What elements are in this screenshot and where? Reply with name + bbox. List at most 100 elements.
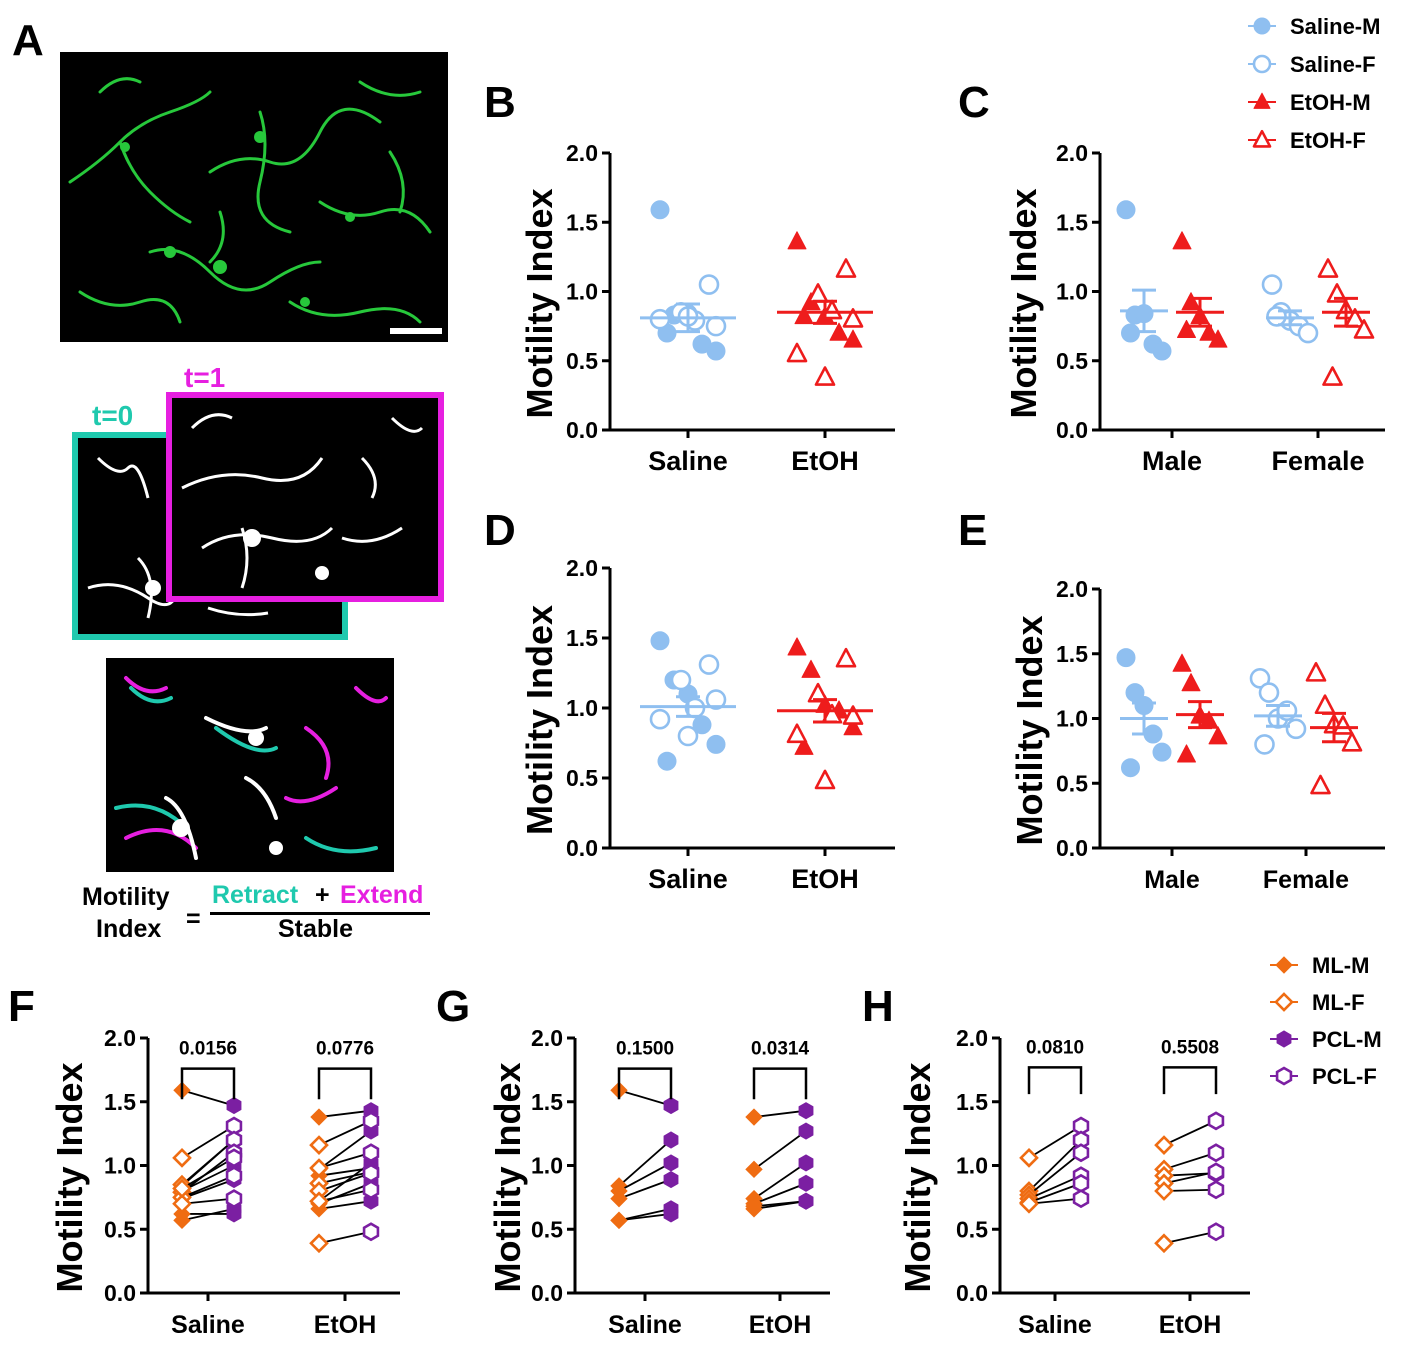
x-tick-label: Saline <box>1018 1311 1092 1339</box>
y-tick-label: 0.5 <box>1056 348 1088 374</box>
pair-line <box>618 1089 672 1107</box>
legend-marker <box>1252 54 1272 74</box>
pair-line <box>1163 1151 1217 1171</box>
pcl-point <box>798 1102 814 1120</box>
pair-line <box>1028 1152 1082 1196</box>
significance-bracket <box>317 1067 373 1100</box>
y-tick-label: 0.0 <box>1056 417 1088 443</box>
y-tick-label: 2.0 <box>566 140 598 166</box>
pair-line <box>618 1139 672 1187</box>
p-value-label: 0.1500 <box>616 1039 674 1060</box>
ml-point <box>1154 1181 1174 1201</box>
pair-line <box>1028 1125 1082 1159</box>
data-point <box>698 274 720 295</box>
x-tick-label: Saline <box>648 446 728 476</box>
p-value-label: 0.0776 <box>316 1039 374 1060</box>
data-point <box>1254 734 1275 755</box>
y-axis-label: Motility Index <box>1009 615 1050 845</box>
data-point <box>807 283 829 303</box>
y-tick-label: 2.0 <box>1056 140 1088 166</box>
p-value-label: 0.0810 <box>1026 1037 1084 1058</box>
pair-line <box>318 1170 372 1185</box>
p-value-label: 0.0314 <box>751 1039 810 1060</box>
data-point <box>786 342 808 363</box>
panel-label-f: F <box>8 982 35 1031</box>
x-tick-label: Saline <box>648 864 728 894</box>
data-point <box>692 715 712 735</box>
ml-point <box>309 1191 329 1212</box>
data-point <box>677 725 699 747</box>
y-tick-label: 0.0 <box>566 417 598 443</box>
data-point <box>801 659 821 678</box>
pair-line <box>1028 1139 1082 1192</box>
legend-label: EtOH-M <box>1290 90 1371 115</box>
scale-bar <box>390 328 442 334</box>
pair-line <box>618 1213 672 1222</box>
legend-marker <box>1274 992 1294 1012</box>
y-tick-label: 0.5 <box>566 348 598 374</box>
pcl-point <box>1207 1111 1225 1131</box>
x-tick-label: Male <box>1142 446 1202 476</box>
significance-bracket <box>1027 1066 1083 1095</box>
pair-line <box>318 1200 372 1210</box>
significance-bracket <box>180 1067 236 1100</box>
pair-line <box>318 1167 372 1177</box>
formula-equals: = <box>186 905 201 933</box>
significance-bracket <box>1162 1066 1218 1095</box>
data-point <box>650 200 670 220</box>
ml-point <box>172 1148 192 1168</box>
overlay-retract-extend-image <box>106 658 394 872</box>
y-tick-label: 0.5 <box>1056 770 1088 796</box>
pair-line <box>1163 1120 1217 1146</box>
t1-label: t=1 <box>184 362 226 393</box>
y-tick-label: 1.0 <box>1056 706 1088 732</box>
formula-lhs-line2: Index <box>96 915 162 943</box>
y-tick-label: 0.5 <box>566 765 598 791</box>
data-point <box>1208 726 1228 745</box>
x-tick-label: EtOH <box>791 864 859 894</box>
pcl-point <box>663 1096 679 1115</box>
data-point <box>698 654 720 675</box>
data-point <box>657 751 677 771</box>
x-tick-label: Female <box>1271 446 1364 476</box>
data-point <box>842 705 864 725</box>
data-point <box>843 329 863 348</box>
ml-point <box>610 1189 628 1208</box>
y-tick-label: 2.0 <box>1056 576 1088 602</box>
pair-line <box>181 1089 235 1107</box>
data-point <box>1249 668 1271 689</box>
pcl-point <box>798 1122 814 1140</box>
y-tick-label: 1.5 <box>1056 209 1088 235</box>
pcl-point <box>798 1154 814 1172</box>
panel-label-c: C <box>958 78 990 127</box>
data-point <box>1332 715 1354 735</box>
x-tick-label: Male <box>1144 866 1200 894</box>
panel-label-d: D <box>484 506 516 555</box>
legend-label: PCL-M <box>1312 1027 1382 1052</box>
y-tick-label: 0.0 <box>531 1280 563 1306</box>
pcl-point <box>226 1096 242 1115</box>
pair-line <box>1028 1182 1082 1204</box>
legend-marker <box>1276 1030 1292 1048</box>
x-tick-label: Saline <box>171 1311 245 1339</box>
data-point <box>794 306 814 325</box>
y-tick-label: 2.0 <box>566 555 598 581</box>
data-point <box>829 322 849 341</box>
pair-line <box>318 1130 372 1171</box>
y-tick-label: 0.0 <box>956 1280 988 1306</box>
y-tick-label: 1.5 <box>566 625 598 651</box>
pair-line <box>753 1162 807 1200</box>
pcl-point <box>225 1166 243 1186</box>
data-point <box>1172 231 1192 250</box>
pcl-point <box>362 1222 380 1242</box>
binary-frame-t1 <box>166 392 444 602</box>
pcl-point <box>1207 1222 1225 1242</box>
pair-line <box>318 1172 372 1192</box>
legend-marker <box>1253 92 1271 109</box>
panel-label-g: G <box>436 982 471 1031</box>
y-tick-label: 2.0 <box>104 1025 136 1051</box>
y-tick-label: 1.5 <box>1056 641 1088 667</box>
pair-line <box>1163 1170 1217 1185</box>
data-point <box>706 734 726 754</box>
